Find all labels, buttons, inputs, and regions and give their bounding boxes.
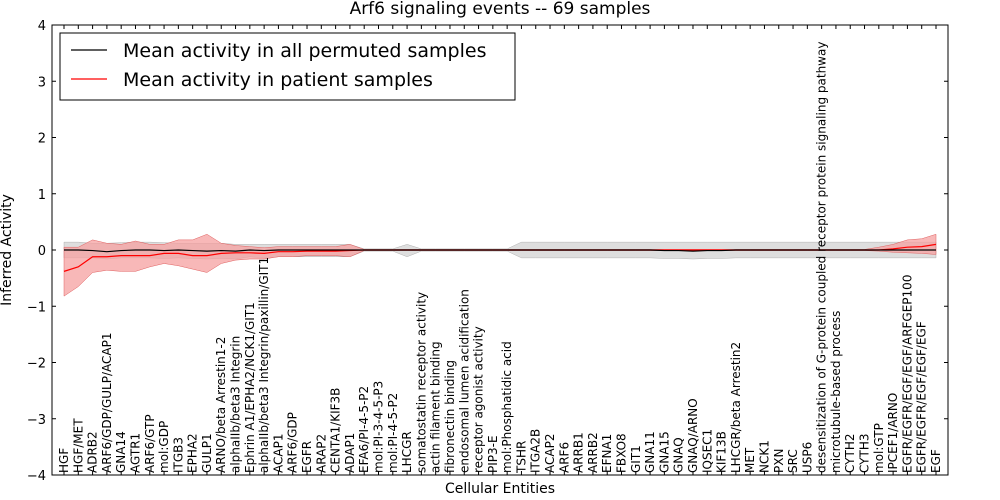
x-tick-label: ADRB2 — [86, 431, 100, 473]
x-tick-label: endosomal lumen acidification — [457, 289, 471, 473]
x-tick-label: GNA11 — [643, 431, 657, 473]
x-tick-label: AGTR1 — [128, 433, 142, 473]
y-tick-label: 3 — [38, 75, 46, 90]
x-tick-label: EFA6/PI-4-5-P2 — [357, 386, 371, 473]
y-axis-ticks: −4 −3 −2 −1 0 1 2 3 4 — [27, 19, 948, 484]
x-tick-label: mol:PI-3-4-5-P3 — [371, 381, 385, 473]
x-tick-label: mol:PI-4-5-P2 — [386, 393, 400, 473]
x-tick-label: PIP3-E — [486, 435, 500, 473]
series-lines — [63, 243, 937, 272]
x-tick-label: ARRB1 — [572, 432, 586, 473]
y-tick-label: 4 — [38, 19, 46, 34]
legend-box — [59, 32, 516, 101]
legend-label-patient: Mean activity in patient samples — [123, 69, 433, 91]
x-tick-label: EGF — [929, 449, 943, 473]
x-tick-label: EGFR/EGFR/EGF/EGF/ARFGEP100 — [900, 275, 914, 473]
x-tick-label: CYTH2 — [843, 434, 857, 474]
y-tick-label: −2 — [27, 357, 46, 372]
x-tick-label: receptor agonist activity — [472, 326, 486, 473]
x-tick-label: EFNA1 — [600, 434, 614, 473]
x-tick-label: Ephrin A1/EPHA2/NCK1/GIT1 — [243, 302, 257, 473]
x-tick-label: ARF6/GDP/GULP/ACAP1 — [100, 333, 114, 473]
x-tick-label: EPHA2 — [186, 433, 200, 473]
x-tick-label: HGF — [57, 448, 71, 473]
x-tick-label: LHCGR/beta Arrestin2 — [729, 342, 743, 473]
x-tick-label: ITGA2B — [529, 429, 543, 473]
x-tick-label: EGFR — [300, 441, 314, 473]
x-tick-label: ADAP1 — [343, 433, 357, 473]
x-tick-label: ACAP2 — [543, 434, 557, 473]
x-tick-label: NCK1 — [757, 440, 771, 473]
line-permuted — [64, 249, 936, 253]
x-tick-label: MET — [743, 447, 757, 473]
x-tick-label: actin filament binding — [429, 341, 443, 473]
x-tick-label: IQSEC1 — [700, 429, 714, 473]
x-tick-label: desensitization of G-protein coupled rec… — [815, 42, 829, 473]
x-tick-label: ARAP2 — [314, 434, 328, 473]
x-tick-label: ARF6 — [557, 442, 571, 473]
x-tick-label: mol:GTP — [872, 423, 886, 473]
x-tick-label: PXN — [772, 449, 786, 473]
x-tick-label: ITGB3 — [171, 437, 185, 473]
x-tick-label: CENTA1/KIF3B — [329, 388, 343, 473]
x-tick-label: ARF6/GTP — [143, 414, 157, 473]
x-tick-label: GNAQ/ARNO — [686, 398, 700, 473]
x-tick-label: ARF6/GDP — [286, 412, 300, 473]
x-tick-label: GNA15 — [657, 431, 671, 473]
x-tick-label: SRC — [786, 449, 800, 473]
x-tick-label: KIF13B — [715, 431, 729, 473]
y-tick-label: −4 — [27, 469, 46, 484]
y-tick-label: −1 — [27, 300, 46, 315]
x-tick-label: ACAP1 — [271, 434, 285, 473]
x-tick-label: GIT1 — [629, 445, 643, 473]
y-tick-label: 0 — [38, 244, 46, 259]
x-tick-label: alphaIIb/beta3 Integrin/paxillin/GIT1 — [257, 257, 271, 473]
legend-label-permuted: Mean activity in all permuted samples — [123, 40, 486, 62]
x-tick-label: TSHR — [514, 441, 528, 474]
chart-title: Arf6 signaling events -- 69 samples — [350, 0, 651, 19]
x-tick-label: HGF/MET — [71, 418, 85, 473]
x-tick-label: ARNO/beta Arrestin1-2 — [214, 337, 228, 473]
y-tick-label: 2 — [38, 132, 46, 147]
x-tick-label: mol:GDP — [157, 421, 171, 473]
x-tick-label: GNA14 — [114, 431, 128, 473]
x-tick-label: USP6 — [800, 442, 814, 473]
x-tick-label: fibronectin binding — [443, 360, 457, 473]
x-tick-label: alphaIIb/beta3 Integrin — [229, 336, 243, 473]
x-tick-label: CYTH3 — [858, 434, 872, 474]
x-axis-title: Cellular Entities — [445, 481, 555, 497]
x-tick-label: mol:Phosphatidic acid — [500, 341, 514, 473]
x-tick-label: GULP1 — [200, 433, 214, 473]
y-tick-label: −3 — [27, 413, 46, 428]
x-axis-ticks: HGF HGF/MET ADRB2 ARF6/GDP/GULP/ACAP1 GNA14 A… — [57, 25, 943, 475]
confidence-bands — [63, 233, 937, 297]
legend: Mean activity in all permuted samples Me… — [59, 32, 516, 101]
y-axis-title: Inferred Activity — [0, 194, 15, 306]
y-tick-label: 1 — [38, 188, 46, 203]
x-tick-label: GNAQ — [672, 437, 686, 473]
x-tick-label: somatostatin receptor activity — [414, 292, 428, 473]
x-tick-label: EGFR/EGFR/EGF/EGF/EGF — [915, 321, 929, 473]
plot-frame — [51, 24, 949, 476]
x-tick-label: LHCGR — [400, 431, 414, 473]
x-tick-label: ARRB2 — [586, 432, 600, 473]
x-tick-label: FBXO8 — [615, 433, 629, 473]
x-tick-label: microtubule-based process — [829, 311, 843, 473]
x-tick-label: IPCEF1/ARNO — [886, 393, 900, 473]
